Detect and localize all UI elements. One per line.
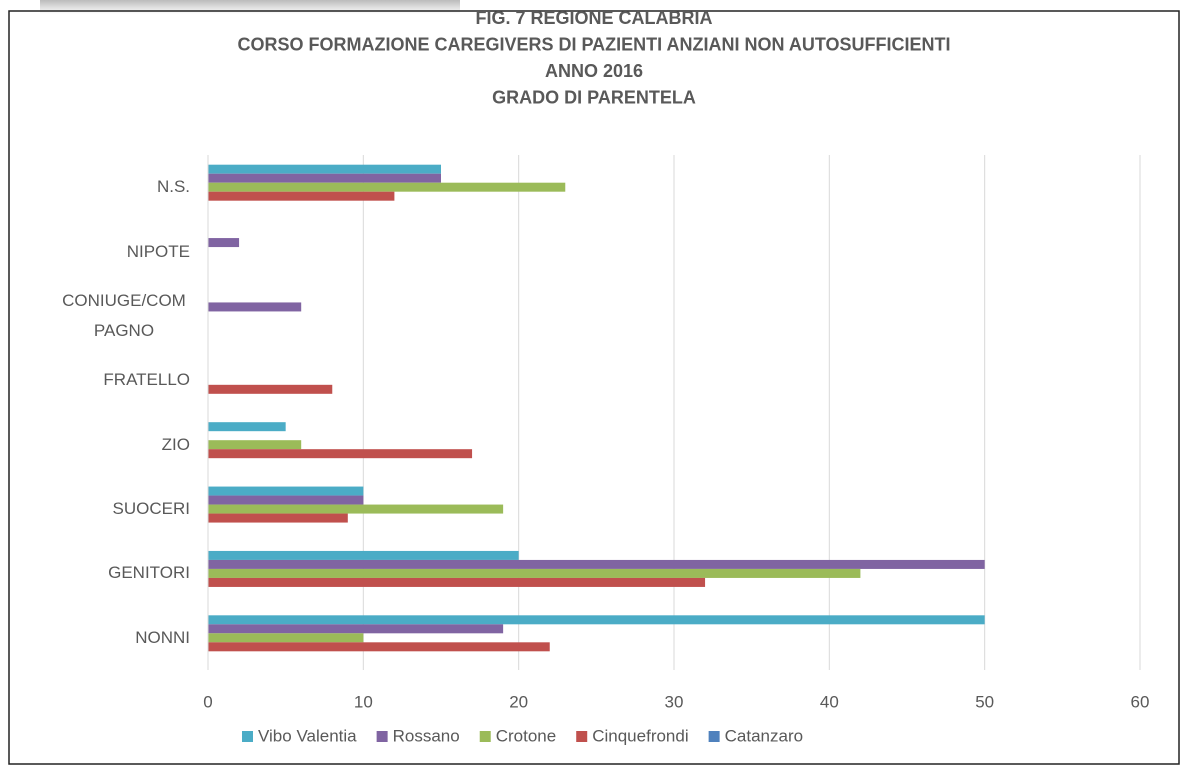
legend-swatch (576, 731, 588, 742)
bar (208, 513, 348, 523)
y-tick-label-box: N.S. (157, 157, 190, 217)
bar (208, 633, 364, 643)
bar (208, 182, 566, 192)
legend-swatch (479, 731, 491, 742)
y-tick-label: FRATELLO (103, 370, 190, 390)
chart-title: FIG. 7 REGIONE CALABRIA (475, 8, 712, 28)
legend-swatch (242, 731, 253, 742)
x-tick-label: 10 (354, 692, 373, 711)
bar (208, 577, 706, 587)
x-tick-label: 20 (509, 692, 528, 711)
y-tick-label-box: FRATELLO (103, 350, 190, 410)
bar (208, 440, 302, 450)
chart-title: CORSO FORMAZIONE CAREGIVERS DI PAZIENTI … (237, 34, 950, 54)
y-tick-label: CONIUGE/COMPAGNO (62, 290, 186, 340)
legend-label: Crotone (496, 726, 556, 745)
bar (208, 559, 985, 569)
y-tick-label: NIPOTE (126, 241, 190, 261)
bar (208, 495, 364, 505)
y-tick-label-box: NIPOTE (127, 222, 190, 282)
bar (208, 302, 302, 312)
x-tick-label: 40 (820, 692, 839, 711)
y-tick-label-box: SUOCERI (113, 479, 190, 539)
chart-title: GRADO DI PARENTELA (492, 87, 696, 107)
y-tick-label: SUOCERI (112, 499, 190, 519)
bar (208, 550, 519, 560)
bar (208, 384, 333, 394)
x-tick-label: 0 (203, 692, 212, 711)
y-tick-label: ZIO (161, 434, 190, 454)
bar (208, 504, 504, 514)
x-tick-label: 60 (1131, 692, 1150, 711)
x-tick-label: 50 (975, 692, 994, 711)
bar (208, 486, 364, 496)
bar (208, 568, 861, 578)
legend-label: Catanzaro (725, 726, 803, 745)
y-tick-label-box: GENITORI (108, 543, 190, 603)
bar (208, 191, 395, 201)
bar (208, 449, 473, 459)
x-tick-label: 30 (665, 692, 684, 711)
bar (208, 422, 286, 432)
bar (208, 238, 240, 248)
chart-title: ANNO 2016 (545, 61, 643, 81)
y-tick-label-box: ZIO (162, 415, 190, 475)
y-tick-label-box: NONNI (135, 608, 190, 668)
legend-label: Vibo Valentia (258, 726, 357, 745)
bar (208, 642, 550, 652)
shadow (40, 0, 460, 14)
legend-label: Cinquefrondi (592, 726, 688, 745)
bar (208, 164, 441, 174)
legend-swatch (708, 731, 720, 742)
bar (208, 173, 441, 183)
bar (208, 615, 985, 625)
y-tick-label: GENITORI (108, 563, 190, 583)
legend-label: Rossano (393, 726, 460, 745)
y-tick-label: NONNI (135, 627, 190, 647)
bar (208, 624, 504, 634)
y-tick-label: N.S. (156, 177, 190, 197)
y-tick-label-box: CONIUGE/COMPAGNO (58, 286, 190, 346)
legend-swatch (376, 731, 388, 742)
frame (8, 10, 1180, 765)
